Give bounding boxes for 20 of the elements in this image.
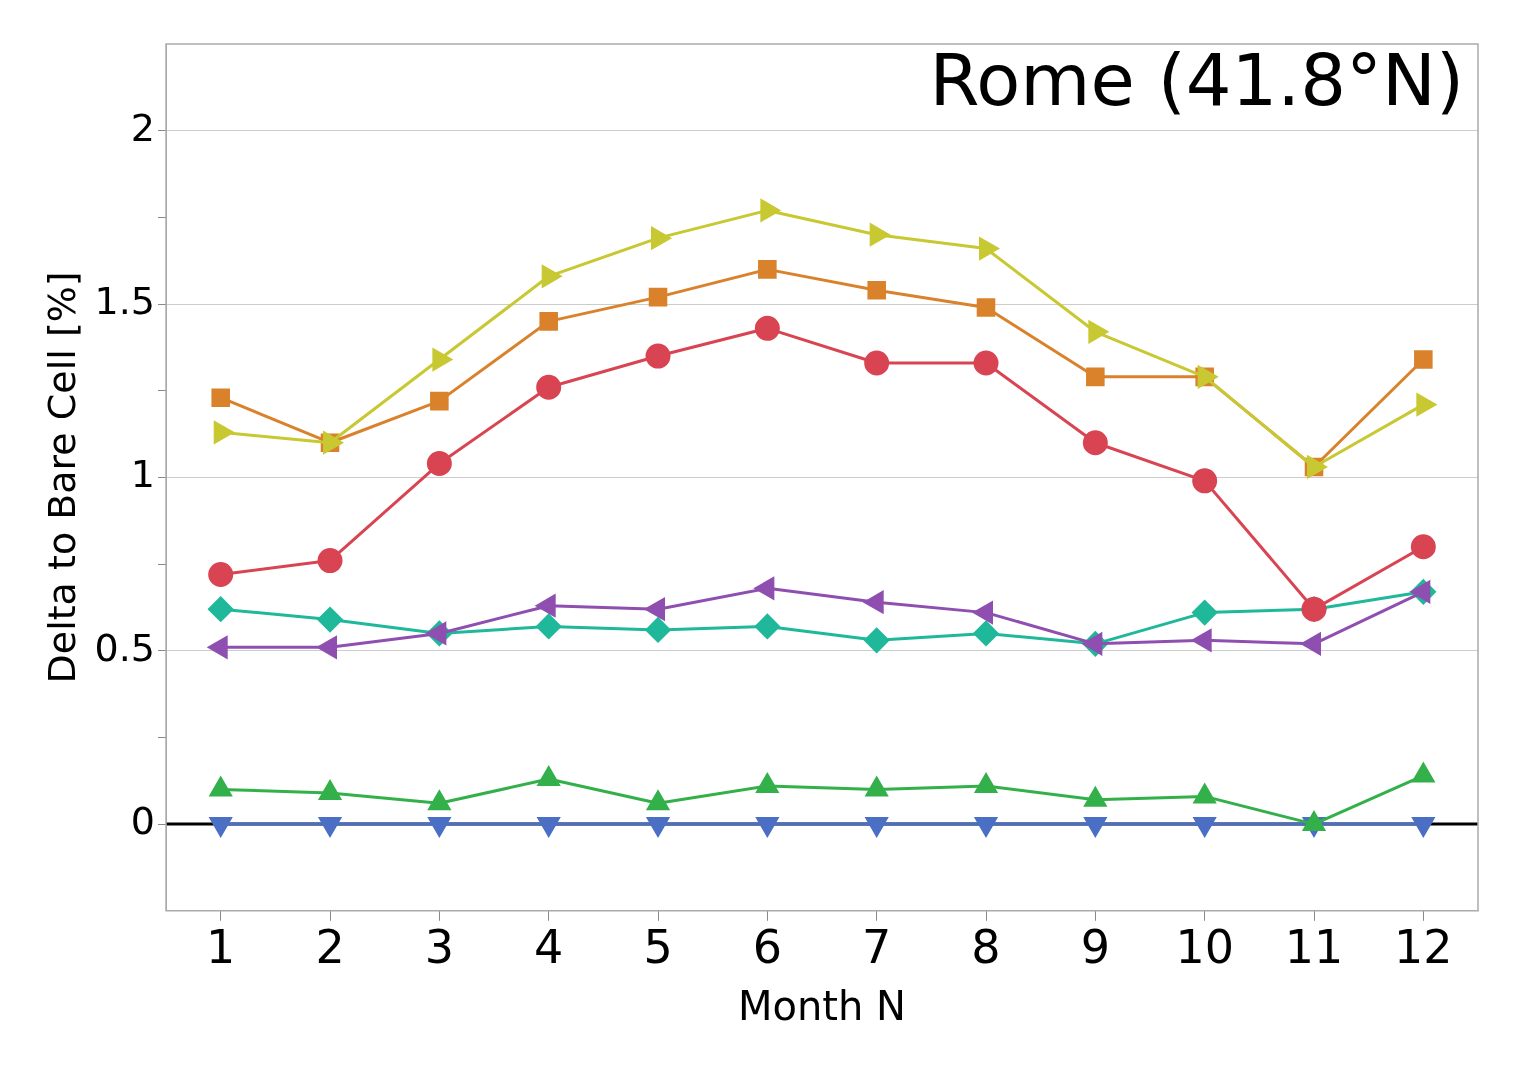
x-tick-label: 4 xyxy=(534,920,564,975)
x-tick-label: 10 xyxy=(1175,920,1234,975)
x-tick-label: 1 xyxy=(206,920,236,975)
x-tick-label: 12 xyxy=(1394,920,1453,975)
y-tick-label: 0 xyxy=(130,798,156,843)
x-tick-label: 9 xyxy=(1080,920,1110,975)
y-axis-title: Delta to Bare Cell [%] xyxy=(39,271,84,684)
x-tick-label: 8 xyxy=(971,920,1001,975)
x-tick-label: 11 xyxy=(1284,920,1344,975)
x-tick-label: 2 xyxy=(315,920,345,975)
x-tick-label: 6 xyxy=(752,920,782,975)
y-tick-label: 1.5 xyxy=(94,278,156,323)
y-tick-label: 0.5 xyxy=(94,625,156,670)
x-tick-label: 3 xyxy=(424,920,454,975)
y-tick-label: 2 xyxy=(130,105,156,150)
y-tick-label: 1 xyxy=(130,452,156,497)
x-tick-label: 5 xyxy=(643,920,673,975)
x-tick-label: 7 xyxy=(862,920,892,975)
x-axis-title: Month N xyxy=(738,983,907,1030)
chart-title: Rome (41.8°N) xyxy=(929,37,1464,122)
